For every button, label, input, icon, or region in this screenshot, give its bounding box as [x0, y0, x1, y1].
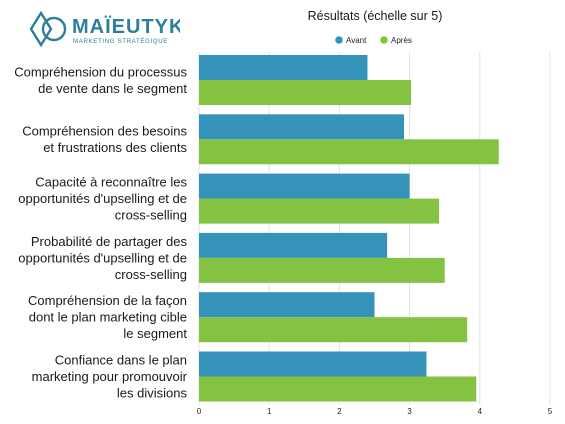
category-label-line: et frustrations des clients — [43, 140, 187, 155]
bar-avant[interactable] — [199, 173, 410, 199]
bars — [199, 55, 499, 402]
category-labels: Compréhension du processus de vente dans … — [14, 64, 187, 400]
x-axis-tick-labels: 0 1 2 3 4 5 — [197, 407, 553, 416]
category-label-line: Compréhension de la façon — [28, 293, 187, 308]
bar-apres[interactable] — [199, 376, 477, 402]
bar-avant[interactable] — [199, 55, 368, 80]
x-tick-label: 1 — [267, 407, 272, 416]
logo-circle-shape — [41, 16, 67, 42]
gridlines — [198, 52, 551, 405]
category-label-line: cross-selling — [115, 208, 187, 223]
bar-apres[interactable] — [199, 139, 499, 165]
category-label-line: Compréhension du processus — [14, 64, 187, 79]
category-label-line: les divisions — [117, 386, 188, 401]
x-tick-label: 4 — [478, 407, 483, 416]
category-label: Confiance dans le plan marketing pour pro… — [32, 353, 188, 401]
x-tick-label: 0 — [197, 407, 202, 416]
logo-tagline: MARKETING STRATÉGIQUE — [73, 38, 168, 45]
category-label: Compréhension des besoins et frustrations… — [22, 124, 187, 156]
category-label-line: Probabilité de partager des — [31, 234, 188, 249]
legend-label-apres: Après — [391, 36, 412, 45]
logo-wordmark: MAÏEUTYK — [72, 15, 180, 38]
category-label-line: opportunités d'upselling et de — [18, 250, 187, 265]
category-label-line: opportunités d'upselling et de — [18, 191, 187, 206]
category-label: Capacité à reconnaître les opportunités d… — [18, 175, 187, 223]
legend-label-avant: Avant — [346, 36, 367, 45]
bar-avant[interactable] — [199, 114, 404, 140]
x-tick-label: 5 — [548, 407, 553, 416]
bar-avant[interactable] — [199, 232, 388, 258]
chart-title: Résultats (échelle sur 5) — [308, 9, 443, 23]
category-label-line: le segment — [123, 326, 187, 341]
category-label-line: marketing pour promouvoir — [32, 369, 188, 384]
category-label-line: dont le plan marketing cible — [29, 310, 187, 325]
bar-apres[interactable] — [199, 317, 468, 343]
category-label: Compréhension du processus de vente dans … — [14, 64, 187, 96]
chart-legend: Avant Après — [335, 36, 412, 45]
category-label-line: Capacité à reconnaître les — [35, 175, 187, 190]
legend-item-apres[interactable]: Après — [380, 36, 412, 45]
bar-apres[interactable] — [199, 198, 440, 224]
maieutyk-logo: MAÏEUTYK MARKETING STRATÉGIQUE — [30, 10, 180, 48]
logo-emblem-icon — [30, 10, 67, 48]
x-tick-label: 2 — [337, 407, 342, 416]
category-label-line: de vente dans le segment — [38, 81, 187, 96]
category-label: Compréhension de la façon dont le plan ma… — [28, 293, 187, 341]
x-tick-label: 3 — [407, 407, 412, 416]
bar-avant[interactable] — [199, 292, 375, 318]
legend-swatch-apres — [380, 36, 388, 44]
category-label-line: cross-selling — [115, 267, 187, 282]
bar-apres[interactable] — [199, 80, 412, 105]
category-label: Probabilité de partager des opportunités … — [18, 234, 187, 282]
legend-item-avant[interactable]: Avant — [335, 36, 367, 45]
legend-swatch-avant — [335, 36, 343, 44]
bar-avant[interactable] — [199, 351, 427, 377]
category-label-line: Confiance dans le plan — [55, 353, 187, 368]
logo-diamond-shape — [30, 10, 53, 48]
category-label-line: Compréhension des besoins — [22, 124, 187, 139]
bar-apres[interactable] — [199, 257, 445, 283]
